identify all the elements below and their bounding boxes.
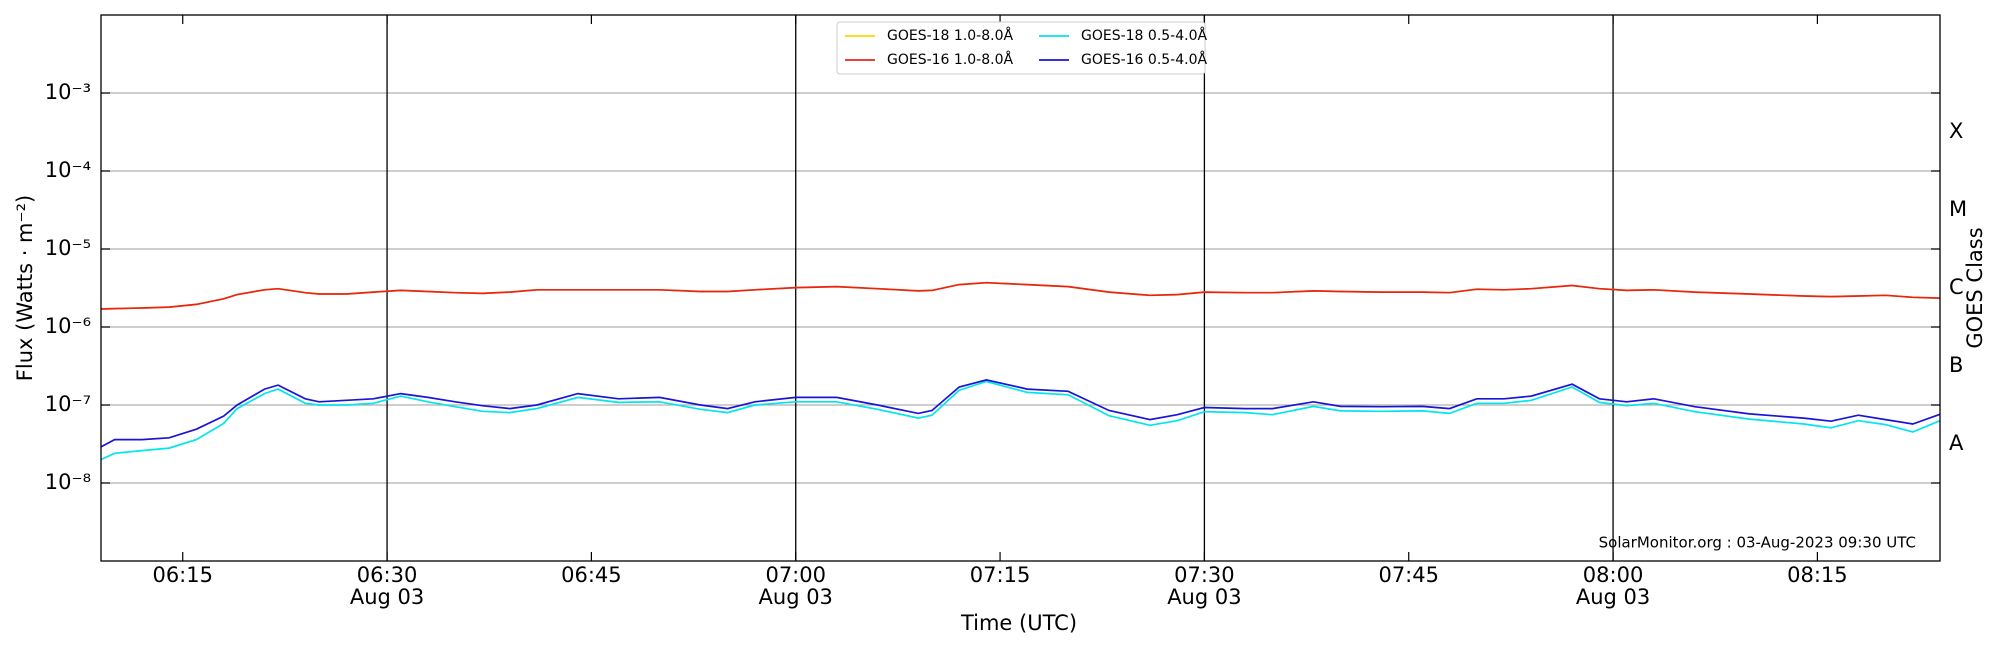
legend-label: GOES-18 1.0-8.0Å — [887, 27, 1013, 44]
x-tick-label: 07:00 — [765, 563, 826, 587]
y-tick-label: 10⁻⁷ — [45, 392, 91, 416]
x-tick-date: Aug 03 — [1167, 585, 1241, 609]
x-tick-label: 06:30 — [357, 563, 418, 587]
y-tick-label: 10⁻⁴ — [45, 158, 91, 182]
legend-label: GOES-16 0.5-4.0Å — [1081, 51, 1207, 68]
x-tick-label: 06:45 — [561, 563, 622, 587]
x-tick-date: Aug 03 — [350, 585, 424, 609]
y2-axis-label: GOES Class — [1963, 227, 1987, 348]
class-label: C — [1949, 275, 1964, 299]
class-label: M — [1949, 197, 1967, 221]
y-tick-label: 10⁻⁸ — [45, 470, 91, 494]
x-tick-date: Aug 03 — [759, 585, 833, 609]
y-tick-label: 10⁻⁵ — [45, 236, 91, 260]
legend-label: GOES-16 1.0-8.0Å — [887, 51, 1013, 68]
x-tick-label: 06:15 — [152, 563, 213, 587]
x-tick-label: 08:15 — [1787, 563, 1848, 587]
legend-label: GOES-18 0.5-4.0Å — [1081, 27, 1207, 44]
class-label: A — [1949, 431, 1964, 455]
annotation: SolarMonitor.org : 03-Aug-2023 09:30 UTC — [1599, 534, 1916, 552]
x-tick-label: 08:00 — [1583, 563, 1644, 587]
series-line — [100, 380, 1941, 461]
legend-box — [836, 21, 1206, 75]
series-line — [100, 281, 1941, 310]
x-tick-label: 07:15 — [970, 563, 1031, 587]
plot-frame — [100, 14, 1941, 562]
y-tick-label: 10⁻⁶ — [45, 314, 91, 338]
x-axis-label: Time (UTC) — [960, 611, 1077, 635]
x-tick-date: Aug 03 — [1576, 585, 1650, 609]
class-label: B — [1949, 353, 1963, 377]
x-tick-label: 07:45 — [1378, 563, 1439, 587]
series-line — [100, 379, 1941, 448]
y-axis-label: Flux (Watts · m⁻²) — [13, 195, 37, 381]
class-label: X — [1949, 119, 1963, 143]
y-tick-label: 10⁻³ — [45, 80, 91, 104]
series-line — [100, 281, 1941, 310]
x-tick-label: 07:30 — [1174, 563, 1235, 587]
